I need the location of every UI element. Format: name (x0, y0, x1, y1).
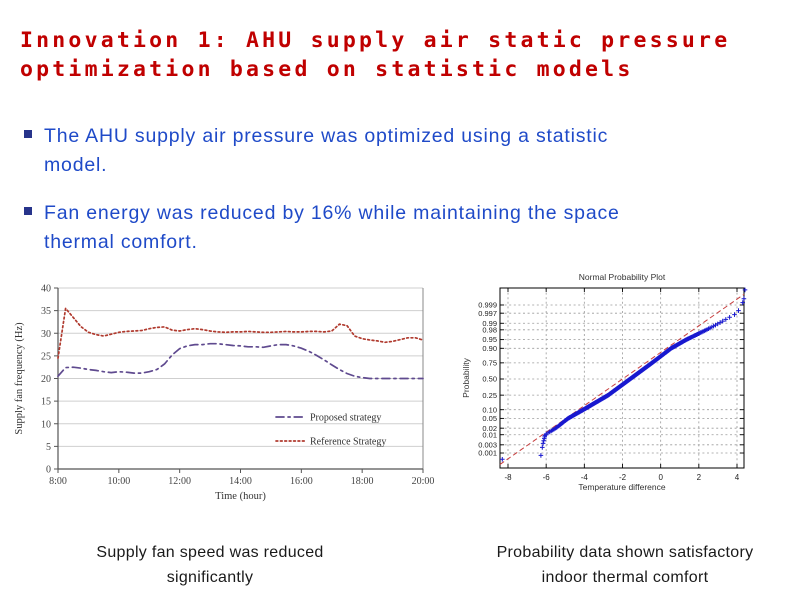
svg-text:0: 0 (46, 465, 51, 476)
svg-text:-4: -4 (581, 473, 589, 482)
fan-speed-chart: 0 5 10 15 20 25 30 35 40 8:00 10:00 12:00 14:00 16:00… (14, 284, 435, 503)
bullet-2-line-1: Fan energy was reduced by 16% while main… (44, 202, 620, 224)
caption-left-line-1: Supply fan speed was reduced (96, 544, 324, 561)
svg-text:0.05: 0.05 (482, 414, 497, 423)
svg-text:Probability: Probability (461, 357, 471, 397)
svg-text:10: 10 (41, 419, 51, 430)
svg-text:0.01: 0.01 (482, 430, 497, 439)
svg-text:2: 2 (697, 473, 702, 482)
svg-text:0.99: 0.99 (482, 319, 497, 328)
bullet-square-icon (24, 130, 32, 138)
bullet-text: Fan energy was reduced by 16% while main… (44, 199, 754, 257)
svg-text:-2: -2 (619, 473, 627, 482)
svg-text:8:00: 8:00 (49, 476, 67, 487)
bullet-2-line-2: thermal comfort. (44, 231, 198, 253)
svg-text:20:00: 20:00 (412, 476, 435, 487)
svg-text:0.02: 0.02 (482, 424, 497, 433)
bullet-square-icon (24, 207, 32, 215)
svg-text:18:00: 18:00 (351, 476, 374, 487)
svg-text:12:00: 12:00 (168, 476, 191, 487)
bullet-1-line-1: The AHU supply air pressure was optimize… (44, 125, 609, 147)
svg-text:0.50: 0.50 (482, 375, 497, 384)
svg-text:20: 20 (41, 374, 51, 385)
svg-text:0.999: 0.999 (478, 301, 497, 310)
svg-text:0.997: 0.997 (478, 309, 497, 318)
bullet-item-1: The AHU supply air pressure was optimize… (24, 122, 754, 180)
caption-right-line-1: Probability data shown satisfactory (496, 544, 754, 561)
svg-text:40: 40 (41, 284, 51, 295)
svg-text:15: 15 (41, 397, 51, 408)
svg-text:4: 4 (735, 473, 740, 482)
svg-text:35: 35 (41, 306, 51, 317)
caption-right-line-2: indoor thermal comfort (541, 569, 709, 586)
svg-text:0.001: 0.001 (478, 449, 497, 458)
svg-text:Normal Probability Plot: Normal Probability Plot (579, 272, 666, 282)
svg-text:0.003: 0.003 (478, 440, 497, 449)
title-line-2: optimization based on statistic models (20, 57, 634, 82)
svg-text:Proposed strategy: Proposed strategy (310, 413, 381, 424)
title-line-1: Innovation 1: AHU supply air static pres… (20, 28, 731, 53)
svg-text:25: 25 (41, 351, 51, 362)
svg-text:14:00: 14:00 (229, 476, 252, 487)
svg-text:0.25: 0.25 (482, 391, 497, 400)
svg-text:0.90: 0.90 (482, 344, 497, 353)
bullet-item-2: Fan energy was reduced by 16% while main… (24, 199, 754, 257)
svg-text:0.98: 0.98 (482, 325, 497, 334)
caption-left-line-2: significantly (166, 569, 254, 586)
svg-text:0.75: 0.75 (482, 358, 497, 367)
svg-text:0: 0 (658, 473, 663, 482)
caption-left: Supply fan speed was reduced significant… (40, 540, 380, 590)
svg-text:10:00: 10:00 (107, 476, 130, 487)
svg-text:Temperature difference: Temperature difference (578, 482, 666, 492)
svg-text:16:00: 16:00 (290, 476, 313, 487)
svg-text:Reference Strategy: Reference Strategy (310, 437, 386, 448)
svg-text:30: 30 (41, 329, 51, 340)
bullet-text: The AHU supply air pressure was optimize… (44, 122, 754, 180)
svg-text:Time (hour): Time (hour) (215, 491, 266, 502)
svg-text:5: 5 (46, 442, 51, 453)
svg-text:0.95: 0.95 (482, 335, 497, 344)
bullet-1-line-2: model. (44, 154, 108, 176)
svg-text:Supply fan frequency (Hz): Supply fan frequency (Hz) (14, 322, 25, 435)
svg-text:-6: -6 (543, 473, 551, 482)
svg-text:-8: -8 (504, 473, 512, 482)
slide-title: Innovation 1: AHU supply air static pres… (20, 26, 780, 84)
svg-text:0.10: 0.10 (482, 405, 497, 414)
caption-right: Probability data shown satisfactory indo… (450, 540, 800, 590)
